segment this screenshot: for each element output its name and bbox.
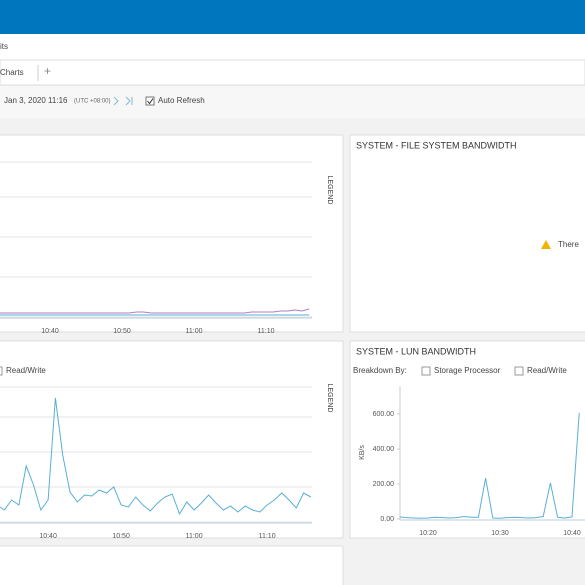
panel xyxy=(0,134,344,333)
panel xyxy=(0,340,344,539)
warning-message: There xyxy=(558,240,579,249)
y-tick-label: 400.00 xyxy=(373,446,395,453)
x-tick-label: 11:10 xyxy=(258,328,275,335)
x-tick-label: 10:20 xyxy=(419,530,437,537)
series-line xyxy=(400,412,580,519)
x-tick-label: 10:40 xyxy=(563,530,581,537)
y-tick-label: 600.00 xyxy=(373,411,395,418)
checkbox[interactable] xyxy=(145,96,155,106)
x-tick-label: 11:00 xyxy=(186,533,203,540)
timezone: (UTC +08:00) xyxy=(74,99,111,105)
auto-refresh-label[interactable]: Auto Refresh xyxy=(158,96,205,105)
x-tick-label: 10:30 xyxy=(491,530,509,537)
last-icon[interactable] xyxy=(125,96,133,106)
next-icon[interactable] xyxy=(113,96,119,106)
x-tick-label: 10:40 xyxy=(41,328,59,335)
breakdown-option[interactable]: Storage Processor xyxy=(434,366,501,375)
x-tick-label: 10:40 xyxy=(39,533,57,540)
warning-icon xyxy=(541,240,551,249)
legend-toggle[interactable]: LEGEND xyxy=(326,176,333,205)
y-tick-label: 200.00 xyxy=(373,481,395,488)
breakdown-option[interactable]: Read/Write xyxy=(6,366,46,375)
breakdown-option[interactable]: Read/Write xyxy=(527,366,567,375)
add-tab[interactable]: + xyxy=(44,64,51,78)
toolbar xyxy=(0,86,585,118)
checkbox[interactable] xyxy=(514,366,524,376)
checkbox[interactable] xyxy=(421,366,431,376)
y-axis-label: KB/s xyxy=(359,445,366,460)
series-line xyxy=(0,308,310,314)
date[interactable]: Jan 3, 2020 11:16 xyxy=(4,96,68,105)
panel-title: SYSTEM - FILE SYSTEM BANDWIDTH xyxy=(356,140,517,150)
breadcrumb-bar xyxy=(0,34,585,60)
legend-toggle[interactable]: LEGEND xyxy=(326,384,333,413)
x-tick-label: 11:10 xyxy=(259,533,276,540)
top-bar xyxy=(0,0,585,34)
breakdown-label: Breakdown By: xyxy=(353,366,407,375)
breadcrumb[interactable]: its xyxy=(0,42,8,51)
panel xyxy=(349,134,585,333)
x-tick-label: 11:00 xyxy=(186,328,203,335)
tab[interactable]: Charts xyxy=(0,68,24,77)
tab-bar xyxy=(0,59,585,86)
panel-title: SYSTEM - LUN BANDWIDTH xyxy=(356,346,476,356)
check-mark xyxy=(147,98,154,105)
x-tick-label: 10:50 xyxy=(112,533,130,540)
checkbox[interactable] xyxy=(0,366,3,376)
x-tick-label: 10:50 xyxy=(113,328,131,335)
panel xyxy=(0,545,344,585)
series-line xyxy=(0,397,312,516)
y-tick-label: 0.00 xyxy=(380,516,394,523)
